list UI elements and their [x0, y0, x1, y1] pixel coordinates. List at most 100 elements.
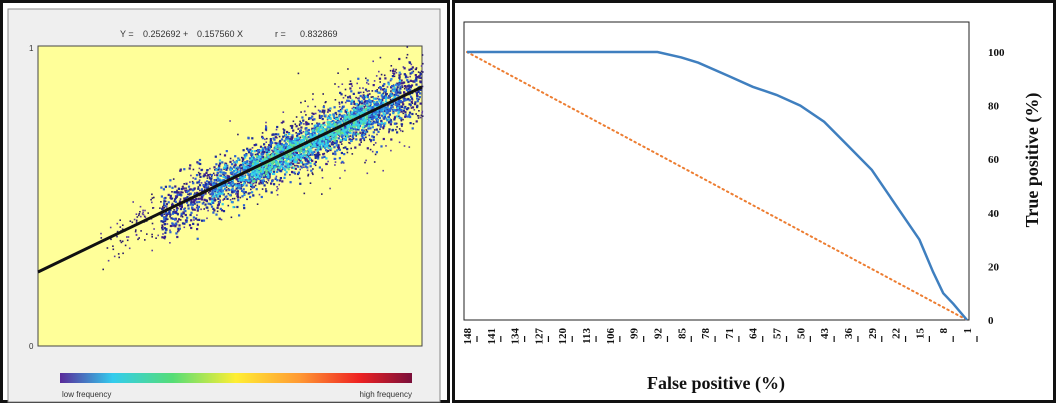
density-point [119, 226, 122, 228]
density-point [317, 109, 320, 112]
density-point [320, 132, 323, 135]
density-point [231, 187, 234, 190]
density-point [362, 97, 365, 100]
density-point [372, 121, 375, 125]
density-point [232, 190, 236, 193]
density-point [356, 113, 359, 116]
density-point [203, 173, 206, 176]
density-point [358, 102, 361, 105]
density-point [408, 111, 412, 114]
density-point [281, 150, 284, 153]
density-point [383, 108, 386, 111]
density-point [150, 198, 152, 201]
density-point [262, 159, 265, 163]
density-point [419, 92, 422, 95]
density-point [415, 83, 418, 86]
density-point [164, 200, 167, 203]
density-point [249, 195, 252, 199]
density-point [235, 161, 238, 164]
density-point [339, 177, 341, 179]
density-point [322, 122, 325, 125]
density-point [186, 195, 189, 199]
density-point [291, 124, 294, 128]
density-point [399, 87, 402, 90]
density-point [161, 236, 164, 239]
density-point [267, 161, 270, 164]
density-point [194, 177, 197, 180]
density-point [251, 160, 254, 163]
density-point [253, 172, 256, 175]
density-point [198, 173, 201, 175]
density-point [196, 201, 199, 204]
density-point [327, 134, 330, 137]
density-point [160, 201, 162, 203]
density-point [292, 140, 295, 143]
density-point [190, 202, 193, 205]
density-point [341, 135, 344, 139]
density-point [355, 128, 358, 131]
density-point [297, 127, 300, 130]
density-point [242, 157, 245, 160]
density-point [369, 106, 372, 109]
density-point [183, 183, 185, 185]
density-point [293, 144, 296, 147]
density-point [373, 101, 376, 104]
density-point [321, 142, 324, 145]
density-point [249, 158, 252, 162]
density-point [323, 124, 326, 127]
density-point [373, 115, 376, 118]
density-point [229, 181, 232, 184]
density-point [310, 132, 313, 136]
density-point [270, 166, 273, 169]
density-point [388, 95, 390, 97]
density-point [239, 187, 242, 190]
density-point [200, 168, 203, 172]
density-point [246, 198, 248, 201]
density-point [167, 193, 170, 196]
density-point [327, 160, 329, 163]
density-point [311, 172, 314, 174]
density-point [140, 230, 142, 232]
density-point [231, 182, 235, 185]
density-point [270, 182, 273, 185]
density-point [131, 221, 134, 224]
density-point [260, 159, 263, 162]
density-point [254, 173, 257, 176]
density-point [247, 149, 250, 152]
density-point [349, 135, 352, 137]
density-point [378, 116, 381, 120]
density-point [330, 143, 333, 146]
density-point [389, 79, 392, 82]
x-tick-label: 78 [700, 328, 712, 340]
density-point [278, 135, 281, 138]
density-point [333, 121, 336, 124]
density-point [332, 137, 335, 140]
density-point [255, 143, 258, 146]
density-point [281, 168, 284, 171]
density-point [395, 101, 398, 104]
density-point [304, 153, 307, 156]
density-point [306, 169, 309, 172]
density-point [239, 169, 242, 172]
density-point [305, 121, 308, 124]
density-point [422, 71, 424, 73]
density-point [153, 228, 155, 230]
density-point [370, 114, 373, 117]
density-point [259, 155, 262, 159]
density-point [285, 159, 288, 162]
density-point [420, 114, 423, 117]
density-point [242, 163, 245, 166]
density-point [291, 149, 295, 152]
density-point [191, 180, 194, 183]
density-point [205, 171, 208, 174]
density-point [209, 193, 211, 196]
density-point [405, 75, 408, 78]
density-point [343, 126, 346, 129]
density-point [382, 137, 385, 141]
density-point [267, 176, 270, 179]
density-point [358, 105, 362, 108]
density-point [251, 153, 254, 156]
density-point [374, 97, 377, 100]
density-point [318, 145, 321, 148]
density-point [409, 75, 411, 78]
